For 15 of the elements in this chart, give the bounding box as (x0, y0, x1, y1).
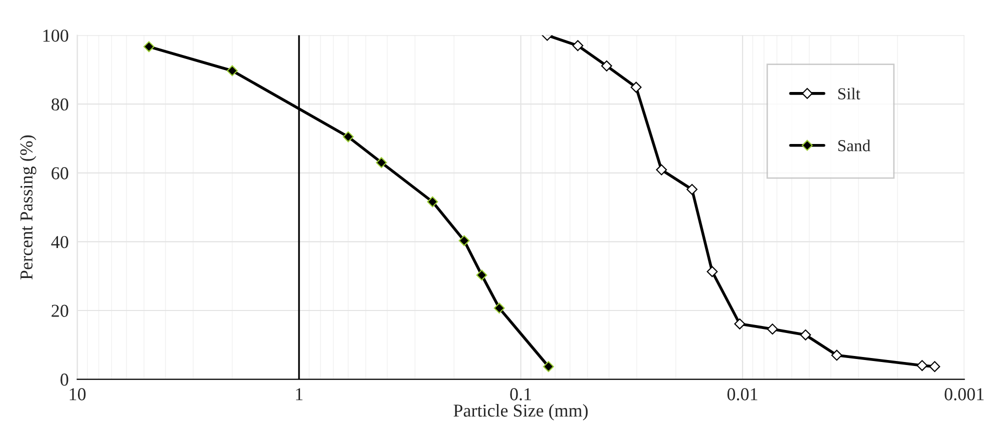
y-tick-label: 100 (43, 30, 68, 42)
y-tick-label: 20 (52, 304, 68, 317)
y-tick-label: 80 (52, 98, 68, 111)
x-tick-label: 1 (296, 388, 302, 400)
y-tick-label: 60 (52, 167, 68, 180)
legend-label: Sand (838, 140, 870, 152)
x-tick-label: 10 (70, 388, 86, 400)
x-tick-label: 0.01 (727, 388, 758, 400)
y-tick-label: 0 (60, 374, 68, 386)
x-axis-title: Particle Size (mm) (454, 404, 588, 420)
x-tick-label: 0.001 (944, 388, 984, 400)
y-axis-title: Percent Passing (%) (20, 135, 36, 280)
legend-label: Silt (838, 88, 860, 100)
x-tick-label: 0.1 (510, 388, 531, 400)
y-tick-label: 40 (51, 236, 68, 248)
